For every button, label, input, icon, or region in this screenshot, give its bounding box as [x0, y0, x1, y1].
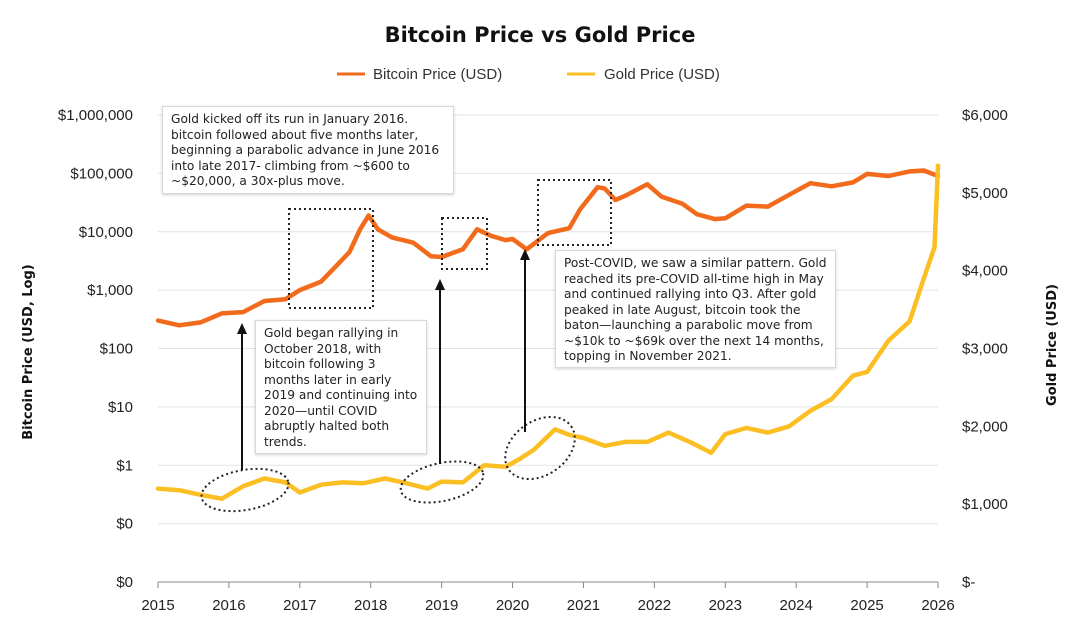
y-left-tick-label: $0 [116, 516, 133, 533]
highlight-ellipse-2018 [399, 460, 485, 504]
x-tick-label: 2026 [921, 597, 954, 614]
highlight-box-2019 [441, 217, 488, 270]
series-lines [155, 163, 941, 501]
highlight-box-2021 [537, 179, 612, 246]
legend-label-gold: Gold Price (USD) [604, 66, 720, 83]
x-tick-label: 2022 [638, 597, 671, 614]
y-right-tick-label: $2,000 [962, 418, 1008, 435]
x-tick-label: 2016 [212, 597, 245, 614]
y-right-axis-ticks: $6,000 $5,000 $4,000 $3,000 $2,000 $1,000 $- [962, 107, 1008, 591]
highlight-boxes [200, 179, 612, 513]
annotation-note-2016: Gold kicked off its run in January 2016.… [162, 106, 454, 194]
highlight-ellipse-2016 [200, 467, 290, 513]
y-left-tick-label: $0 [116, 574, 133, 591]
y-left-tick-label: $100 [100, 341, 133, 358]
y-left-axis-label: Bitcoin Price (USD, Log) [21, 264, 36, 439]
annotation-note-2021: Post-COVID, we saw a similar pattern. Go… [555, 250, 836, 368]
x-tick-label: 2023 [709, 597, 742, 614]
annotation-arrows [237, 249, 530, 470]
y-left-tick-label: $10 [108, 399, 133, 416]
legend: Bitcoin Price (USD) Gold Price (USD) [337, 66, 720, 83]
x-tick-label: 2015 [141, 597, 174, 614]
y-left-tick-label: $10,000 [79, 224, 133, 241]
y-left-tick-label: $1,000,000 [58, 107, 133, 124]
y-right-tick-label: $6,000 [962, 107, 1008, 124]
annotation-note-2018: Gold began rallying in October 2018, wit… [255, 320, 427, 454]
x-axis-ticks: 2015 2016 2017 2018 2019 2020 2021 2022 2023 2024… [141, 581, 955, 614]
legend-label-bitcoin: Bitcoin Price (USD) [373, 66, 502, 83]
y-left-tick-label: $100,000 [70, 165, 133, 182]
y-right-tick-label: $- [962, 574, 975, 591]
y-right-tick-label: $1,000 [962, 496, 1008, 513]
arrow-head-2020 [520, 249, 530, 260]
x-tick-label: 2020 [496, 597, 529, 614]
arrow-head-2019 [435, 279, 445, 290]
highlight-box-2017 [288, 208, 374, 309]
y-right-axis-label: Gold Price (USD) [1045, 284, 1060, 406]
gold-price-line [155, 163, 941, 501]
x-tick-label: 2025 [850, 597, 883, 614]
x-tick-label: 2018 [354, 597, 387, 614]
x-tick-label: 2024 [779, 597, 812, 614]
y-right-tick-label: $3,000 [962, 341, 1008, 358]
x-tick-label: 2021 [567, 597, 600, 614]
bitcoin-price-line [155, 168, 941, 328]
y-right-tick-label: $5,000 [962, 185, 1008, 202]
highlight-ellipse-2020 [504, 415, 576, 481]
arrow-head-2016 [237, 323, 247, 334]
y-left-tick-label: $1,000 [87, 282, 133, 299]
y-left-axis-ticks: $1,000,000 $100,000 $10,000 $1,000 $100 $10 $1… [58, 107, 133, 591]
x-tick-label: 2019 [425, 597, 458, 614]
chart-title: Bitcoin Price vs Gold Price [385, 23, 696, 47]
y-right-tick-label: $4,000 [962, 263, 1008, 280]
x-tick-label: 2017 [283, 597, 316, 614]
y-left-tick-label: $1 [116, 457, 133, 474]
